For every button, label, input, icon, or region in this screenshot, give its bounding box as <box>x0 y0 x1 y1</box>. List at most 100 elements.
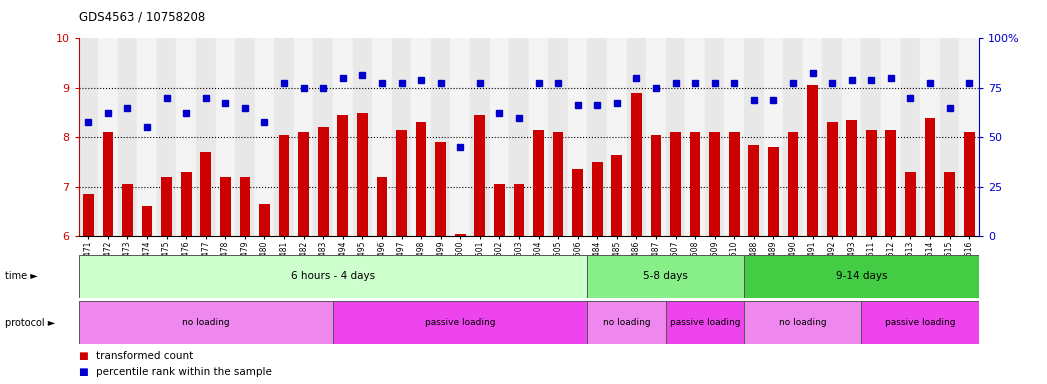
Text: GDS4563 / 10758208: GDS4563 / 10758208 <box>79 11 205 24</box>
Text: 6 hours - 4 days: 6 hours - 4 days <box>291 271 375 281</box>
Bar <box>220 177 230 236</box>
Bar <box>964 132 975 236</box>
Bar <box>842 38 862 236</box>
Bar <box>925 118 935 236</box>
Bar <box>454 234 466 236</box>
Bar <box>646 38 666 236</box>
Bar <box>666 301 744 344</box>
Bar <box>650 135 662 236</box>
Bar <box>900 38 920 236</box>
Bar <box>259 204 270 236</box>
Bar <box>607 38 626 236</box>
Text: 5-8 days: 5-8 days <box>643 271 688 281</box>
Bar <box>216 38 236 236</box>
Bar <box>959 38 979 236</box>
Bar <box>337 115 349 236</box>
Bar <box>705 38 725 236</box>
Bar <box>763 38 783 236</box>
Bar <box>436 142 446 236</box>
Bar <box>611 155 622 236</box>
Bar <box>670 132 681 236</box>
Bar <box>549 38 567 236</box>
Bar <box>79 255 587 298</box>
Bar <box>298 132 309 236</box>
Bar <box>631 93 642 236</box>
Bar <box>176 38 196 236</box>
Bar <box>744 301 862 344</box>
Bar <box>83 194 93 236</box>
Text: passive loading: passive loading <box>670 318 740 327</box>
Bar <box>294 38 313 236</box>
Bar <box>474 115 485 236</box>
Bar <box>450 38 470 236</box>
Bar <box>333 301 587 344</box>
Bar <box>333 38 353 236</box>
Bar <box>587 38 607 236</box>
Bar <box>470 38 490 236</box>
Bar <box>587 301 666 344</box>
Text: ■: ■ <box>79 351 88 361</box>
Bar <box>416 122 426 236</box>
Bar <box>79 301 333 344</box>
Bar <box>240 177 250 236</box>
Bar <box>920 38 940 236</box>
Bar <box>666 38 686 236</box>
Bar <box>509 38 529 236</box>
Text: time ►: time ► <box>5 271 38 281</box>
Bar <box>196 38 216 236</box>
Bar <box>768 147 779 236</box>
Bar <box>626 38 646 236</box>
Text: no loading: no loading <box>779 318 826 327</box>
Bar <box>866 130 876 236</box>
Bar <box>787 132 799 236</box>
Text: 9-14 days: 9-14 days <box>836 271 887 281</box>
Bar <box>725 38 744 236</box>
Bar <box>318 127 329 236</box>
Bar <box>254 38 274 236</box>
Bar <box>274 38 294 236</box>
Bar <box>807 85 818 236</box>
Bar <box>846 120 857 236</box>
Bar <box>822 38 842 236</box>
Text: ■: ■ <box>79 367 88 377</box>
Bar <box>905 172 916 236</box>
Bar <box>137 38 157 236</box>
Bar <box>411 38 431 236</box>
Bar <box>533 130 543 236</box>
Bar <box>882 38 900 236</box>
Bar <box>122 184 133 236</box>
Bar <box>392 38 411 236</box>
Bar <box>279 135 289 236</box>
Bar <box>744 38 763 236</box>
Text: protocol ►: protocol ► <box>5 318 55 328</box>
Bar <box>490 38 509 236</box>
Bar <box>940 38 959 236</box>
Bar <box>587 255 744 298</box>
Bar <box>236 38 254 236</box>
Bar <box>944 172 955 236</box>
Text: no loading: no loading <box>182 318 229 327</box>
Bar <box>161 177 172 236</box>
Bar <box>709 132 720 236</box>
Bar <box>749 145 759 236</box>
Bar <box>803 38 822 236</box>
Bar <box>862 38 882 236</box>
Bar <box>690 132 700 236</box>
Text: passive loading: passive loading <box>425 318 495 327</box>
Bar <box>567 38 587 236</box>
Bar <box>553 132 563 236</box>
Bar <box>862 301 979 344</box>
Text: no loading: no loading <box>603 318 650 327</box>
Bar <box>886 130 896 236</box>
Bar <box>396 130 407 236</box>
Bar <box>514 184 525 236</box>
Bar <box>372 38 392 236</box>
Bar <box>141 207 153 236</box>
Bar <box>353 38 372 236</box>
Bar <box>431 38 450 236</box>
Bar <box>79 38 98 236</box>
Bar <box>827 122 838 236</box>
Text: transformed count: transformed count <box>96 351 194 361</box>
Bar <box>103 132 113 236</box>
Text: percentile rank within the sample: percentile rank within the sample <box>96 367 272 377</box>
